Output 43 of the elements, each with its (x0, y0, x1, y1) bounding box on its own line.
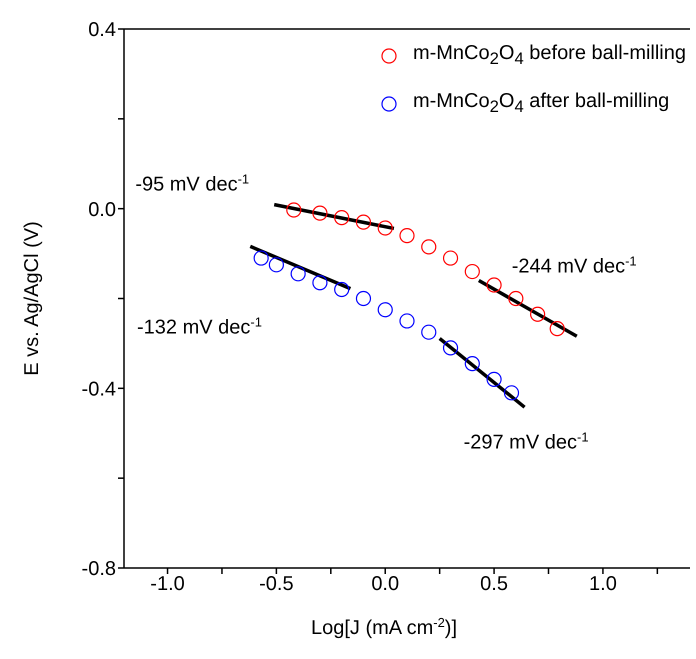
point (464, 356, 480, 372)
legend-label: m-MnCo$_{2}$O$_{4}$ before ball-milling (412, 41, 686, 70)
point (312, 206, 328, 221)
y-tick-label: 0.0 (88, 198, 116, 221)
point (550, 320, 565, 336)
point (268, 257, 284, 272)
x-tick-label: 0.0 (371, 573, 400, 596)
point (286, 202, 302, 218)
point (486, 277, 502, 293)
point (378, 302, 393, 318)
point (356, 290, 372, 306)
annotation: -244 mV dec$^{-1}$ (512, 253, 637, 278)
point (442, 340, 458, 356)
annotation: -297 mV dec$^{-1}$ (464, 428, 589, 454)
point (508, 290, 524, 306)
point (486, 372, 502, 387)
x-tick-label: 0.5 (480, 573, 508, 596)
point (334, 282, 350, 298)
legend-label: m-MnCo$_{2}$O$_{4}$ after ball-milling (412, 89, 670, 118)
point (464, 264, 480, 280)
y-axis-title: E vs. Ag/AgCl (V) (21, 221, 43, 376)
point (290, 266, 306, 282)
point (312, 275, 328, 290)
annotation: -132 mV dec$^{-1}$ (137, 314, 262, 339)
y-tick-label: 0.4 (88, 19, 116, 42)
point (504, 385, 520, 400)
point (334, 210, 350, 226)
point (356, 214, 372, 230)
point (254, 250, 269, 266)
point (530, 306, 546, 322)
point (442, 250, 458, 266)
x-tick-label: -1.0 (150, 573, 185, 596)
point (399, 228, 415, 244)
point (378, 220, 393, 236)
x-tick-label: 1.0 (589, 573, 617, 596)
point (399, 313, 415, 329)
annotation: -95 mV dec$^{-1}$ (135, 171, 250, 196)
point (421, 239, 436, 254)
y-tick-label: -0.8 (82, 558, 116, 580)
y-tick-label: -0.4 (82, 378, 116, 400)
x-axis-title: Log[J (mA cm$^{-2}$)] (310, 614, 458, 639)
point (421, 324, 436, 340)
x-tick-label: -0.5 (259, 573, 294, 596)
